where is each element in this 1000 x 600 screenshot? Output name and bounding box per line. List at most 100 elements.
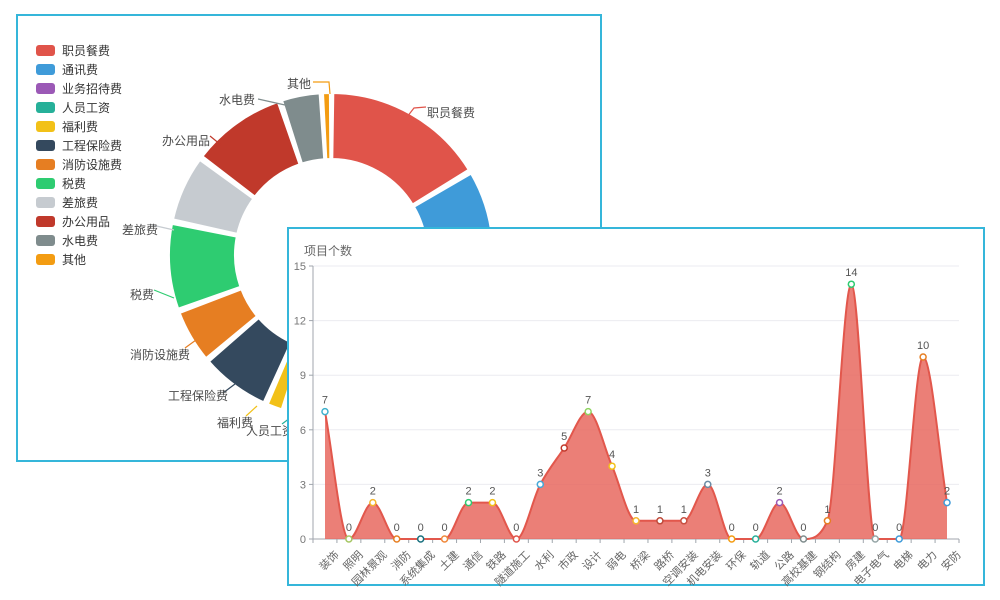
value-label: 3 xyxy=(537,467,543,479)
legend-swatch xyxy=(36,140,55,151)
pie-slice-差旅费[interactable] xyxy=(172,159,255,235)
legend-label: 职员餐费 xyxy=(62,44,111,58)
value-label: 0 xyxy=(800,522,806,534)
legend-label: 通讯费 xyxy=(62,63,99,77)
legend-label: 水电费 xyxy=(62,234,99,248)
data-point-轨道[interactable] xyxy=(751,535,760,543)
legend-item-其他[interactable]: 其他 xyxy=(36,250,122,269)
data-point-桥梁[interactable] xyxy=(632,517,640,525)
data-point-弱电[interactable] xyxy=(608,462,616,470)
value-label: 4 xyxy=(609,449,615,461)
pie-callout-职员餐费: 职员餐费 xyxy=(427,106,476,120)
legend-label: 人员工资 xyxy=(62,101,111,115)
data-point-公路[interactable] xyxy=(775,498,784,507)
data-point-钢结构[interactable] xyxy=(823,517,832,525)
data-point-安防[interactable] xyxy=(943,498,951,507)
value-label: 5 xyxy=(561,431,567,443)
data-point-隧道施工[interactable] xyxy=(512,535,521,543)
legend-label: 办公用品 xyxy=(62,215,111,229)
legend-swatch xyxy=(36,159,55,170)
legend-item-消防设施费[interactable]: 消防设施费 xyxy=(36,155,122,174)
pie-callout-税费: 税费 xyxy=(130,288,155,302)
legend-swatch xyxy=(36,178,55,189)
legend-item-差旅费[interactable]: 差旅费 xyxy=(36,193,122,212)
area-fill xyxy=(325,284,947,539)
pie-slice-工程保险费[interactable] xyxy=(208,317,293,404)
svg-text:6: 6 xyxy=(300,425,306,437)
legend-label: 业务招待费 xyxy=(62,82,123,96)
legend-item-工程保险费[interactable]: 工程保险费 xyxy=(36,136,122,155)
pie-callout-line xyxy=(151,224,175,231)
pie-callout-line xyxy=(153,289,175,299)
value-label: 0 xyxy=(513,522,519,534)
pie-callout-line xyxy=(209,135,222,146)
legend-swatch xyxy=(36,83,55,94)
data-point-水利[interactable] xyxy=(536,480,545,489)
data-point-设计[interactable] xyxy=(584,407,592,416)
data-point-市政[interactable] xyxy=(560,444,568,452)
svg-text:3: 3 xyxy=(300,479,306,491)
legend-item-业务招待费[interactable]: 业务招待费 xyxy=(36,79,122,98)
legend-label: 税费 xyxy=(62,177,87,191)
legend-swatch xyxy=(36,102,55,113)
data-point-空调安装[interactable] xyxy=(680,517,688,525)
pie-slice-办公用品[interactable] xyxy=(201,101,301,198)
legend-swatch xyxy=(36,64,55,75)
pie-callout-line xyxy=(222,383,236,394)
legend-item-通讯费[interactable]: 通讯费 xyxy=(36,60,122,79)
data-point-电子电气[interactable] xyxy=(871,535,880,543)
data-point-房建[interactable] xyxy=(847,280,856,288)
data-point-园林景观[interactable] xyxy=(369,498,377,507)
pie-callout-人员工资: 人员工资 xyxy=(246,424,295,438)
pie-callout-工程保险费: 工程保险费 xyxy=(168,389,229,403)
data-point-消防[interactable] xyxy=(392,535,401,543)
value-label: 2 xyxy=(776,486,782,498)
data-point-铁路[interactable] xyxy=(488,498,497,507)
value-label: 3 xyxy=(705,467,711,479)
legend-swatch xyxy=(36,254,55,265)
pie-callout-办公用品: 办公用品 xyxy=(162,134,211,148)
pie-callout-line xyxy=(399,106,427,127)
data-point-电梯[interactable] xyxy=(895,535,903,543)
data-point-高校基建[interactable] xyxy=(799,535,808,543)
legend-item-职员餐费[interactable]: 职员餐费 xyxy=(36,41,122,60)
pie-slice-消防设施费[interactable] xyxy=(178,288,258,360)
value-label: 1 xyxy=(681,504,687,516)
pie-slice-税费[interactable] xyxy=(168,222,242,310)
data-point-系统集成[interactable] xyxy=(416,535,425,543)
area-chart: 0 3 6 9 12 15 7 0 2 0 0 0 2 2 0 3 5 7 4 1 1 1 3 0 0 2 0 1 14 0 0 10 2 xyxy=(294,261,960,546)
data-point-土建[interactable] xyxy=(440,535,449,543)
pie-callout-福利费: 福利费 xyxy=(217,416,254,430)
legend-item-人员工资[interactable]: 人员工资 xyxy=(36,98,122,117)
svg-text:15: 15 xyxy=(294,261,306,273)
pie-slice-职员餐费[interactable] xyxy=(331,92,470,206)
data-point-电力[interactable] xyxy=(919,353,927,361)
legend-swatch xyxy=(36,197,55,208)
data-point-环保[interactable] xyxy=(727,535,736,543)
legend-swatch xyxy=(36,216,55,227)
value-label: 2 xyxy=(489,486,495,498)
data-point-通信[interactable] xyxy=(464,498,473,507)
value-label: 7 xyxy=(585,395,591,407)
legend-swatch xyxy=(36,45,55,56)
svg-text:12: 12 xyxy=(294,316,306,328)
value-label: 7 xyxy=(322,395,328,407)
pie-callout-其他: 其他 xyxy=(287,77,312,91)
svg-text:9: 9 xyxy=(300,370,306,382)
pie-slice-其他[interactable] xyxy=(322,92,332,161)
value-label: 10 xyxy=(917,340,929,352)
data-point-装饰[interactable] xyxy=(321,407,329,416)
legend-item-福利费[interactable]: 福利费 xyxy=(36,117,122,136)
legend-item-水电费[interactable]: 水电费 xyxy=(36,231,122,250)
legend-label: 工程保险费 xyxy=(62,139,123,153)
legend-item-税费[interactable]: 税费 xyxy=(36,174,122,193)
pie-slice-水电费[interactable] xyxy=(281,92,326,165)
legend-label: 福利费 xyxy=(62,120,99,134)
data-point-路桥[interactable] xyxy=(656,517,664,525)
data-point-机电安装[interactable] xyxy=(704,480,712,489)
legend-swatch xyxy=(36,235,55,246)
value-label: 0 xyxy=(729,522,735,534)
legend-item-办公用品[interactable]: 办公用品 xyxy=(36,212,122,231)
pie-legend: 职员餐费通讯费业务招待费人员工资福利费工程保险费消防设施费税费差旅费办公用品水电… xyxy=(36,41,122,269)
data-point-照明[interactable] xyxy=(345,535,353,543)
